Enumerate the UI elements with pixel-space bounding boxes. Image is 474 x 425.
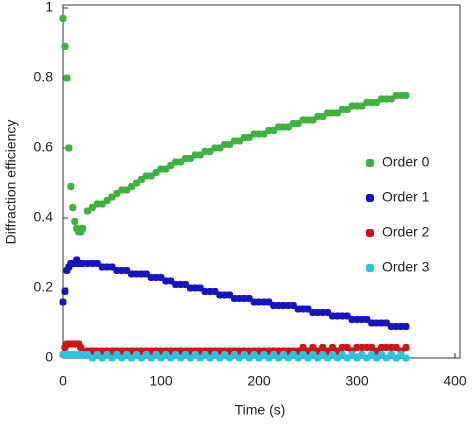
point (63, 74, 71, 82)
point (402, 354, 410, 362)
point (69, 204, 77, 211)
x-tick-label: 200 (247, 373, 271, 389)
legend-label: Order 1 (382, 189, 430, 205)
point (61, 43, 69, 50)
x-axis-label: Time (s) (235, 402, 286, 418)
x-tick-label: 0 (59, 373, 67, 389)
legend-marker (366, 229, 374, 237)
point (61, 288, 69, 295)
point (402, 92, 410, 99)
point (402, 344, 410, 351)
y-tick-label: 1 (45, 0, 53, 15)
y-tick-label: 0.6 (34, 139, 54, 155)
point (59, 15, 67, 22)
legend-marker (366, 159, 374, 167)
point (71, 218, 79, 225)
y-tick-label: 0.2 (34, 279, 54, 295)
y-tick-label: 0.8 (34, 69, 54, 85)
legend-label: Order 2 (382, 224, 430, 240)
legend-label: Order 3 (382, 259, 430, 275)
point (65, 144, 73, 152)
y-tick-label: 0 (45, 349, 53, 365)
point (402, 323, 410, 330)
point (59, 298, 67, 306)
x-tick-label: 300 (345, 373, 369, 389)
legend-marker (366, 264, 374, 272)
x-tick-label: 100 (149, 373, 173, 389)
x-tick-label: 400 (443, 373, 467, 389)
y-tick-label: 0.4 (34, 209, 54, 225)
point (79, 225, 87, 232)
point (67, 183, 75, 190)
legend-marker (366, 194, 374, 202)
legend-label: Order 0 (382, 154, 430, 170)
y-axis-label: Diffraction efficiency (3, 120, 19, 245)
